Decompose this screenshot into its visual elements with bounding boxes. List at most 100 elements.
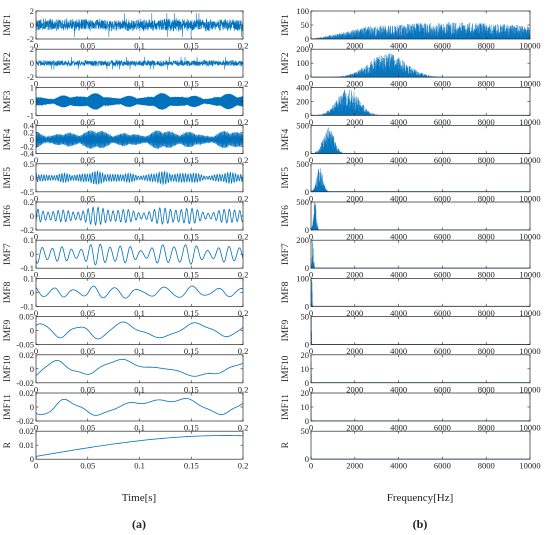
x-tick-label: 0 <box>34 270 38 280</box>
spectrum-imf5 <box>311 168 530 192</box>
x-tick-label: 0.05 <box>80 193 95 203</box>
y-tick-label: 200 <box>296 96 309 106</box>
y-tick-label: 0 <box>305 72 309 82</box>
x-tick-label: 0.1 <box>134 117 145 127</box>
y-tick-label: 0 <box>305 149 309 159</box>
x-tick-label: 0.2 <box>238 308 249 318</box>
x-tick-label: 0 <box>34 384 38 394</box>
x-tick-label: 0 <box>34 308 38 318</box>
x-tick-label: 0.1 <box>134 79 145 89</box>
y-tick-label: 0 <box>305 454 309 464</box>
x-tick-label: 6000 <box>434 270 451 280</box>
x-tick-label: 0.05 <box>80 41 95 51</box>
x-tick-label: 0.1 <box>134 155 145 165</box>
panel-label-b: (b) <box>413 517 428 531</box>
x-tick-label: 0.05 <box>80 79 95 89</box>
series-label-imf11: IMF11 <box>3 394 13 420</box>
series-label-imf3: IMF3 <box>281 90 291 112</box>
y-tick-label: 0 <box>305 340 309 350</box>
x-tick-label: 10000 <box>519 193 540 203</box>
spectrum-imf4 <box>311 127 530 154</box>
y-tick-label: 100 <box>296 58 309 68</box>
subplot-frame <box>310 316 531 345</box>
x-tick-label: 4000 <box>390 155 407 165</box>
y-tick-label: 0 <box>305 225 309 235</box>
series-label-imf8: IMF8 <box>3 281 13 303</box>
x-tick-label: 2000 <box>346 193 363 203</box>
x-tick-label: 6000 <box>434 41 451 51</box>
subplot-b-imf9: 0 50 0 2000 4000 6000 8000 10000 IMF9 <box>281 312 541 357</box>
series-label-imf5: IMF5 <box>281 167 291 189</box>
series-label-imf7: IMF7 <box>281 243 291 265</box>
x-tick-label: 6000 <box>434 117 451 127</box>
x-tick-label: 0.1 <box>134 308 145 318</box>
x-tick-label: 8000 <box>478 384 495 394</box>
series-label-imf1: IMF1 <box>3 14 13 36</box>
x-tick-label: 0.15 <box>184 346 199 356</box>
y-tick-label: 200 <box>296 44 309 54</box>
subplot-frame <box>310 125 531 154</box>
spectrum-imf7 <box>311 240 530 269</box>
x-tick-label: 0.05 <box>80 308 95 318</box>
y-tick-label: 0.5 <box>23 159 34 169</box>
x-tick-label: 8000 <box>478 193 495 203</box>
series-line-imf9 <box>36 321 243 340</box>
y-tick-label: 0 <box>30 20 34 30</box>
y-tick-label: -1 <box>27 110 34 120</box>
series-label-imf6: IMF6 <box>3 205 13 227</box>
x-tick-label: 0 <box>34 346 38 356</box>
series-line-imf5 <box>36 170 243 186</box>
y-tick-label: 20 <box>301 350 310 360</box>
x-tick-label: 4000 <box>390 346 407 356</box>
x-tick-label: 10000 <box>519 79 540 89</box>
x-tick-label: 0 <box>309 270 313 280</box>
subplot-frame <box>310 430 531 460</box>
y-tick-label: 200 <box>296 235 309 245</box>
x-tick-label: 0 <box>34 79 38 89</box>
y-tick-label: 0 <box>30 211 34 221</box>
series-label-imf4: IMF4 <box>3 129 13 151</box>
x-tick-label: 0.15 <box>184 461 199 471</box>
x-tick-label: 8000 <box>478 41 495 51</box>
x-tick-label: 2000 <box>346 41 363 51</box>
x-tick-label: 2000 <box>346 232 363 242</box>
subplot-a-r: 00.010.020 0.05 0.1 0.15 0.2R <box>3 426 248 471</box>
y-tick-label: -0.02 <box>16 416 34 426</box>
x-tick-label: 2000 <box>346 346 363 356</box>
x-tick-label: 0.05 <box>80 384 95 394</box>
subplot-frame <box>310 201 531 231</box>
x-tick-label: 0 <box>309 308 313 318</box>
y-tick-label: 10 <box>301 402 310 412</box>
x-tick-label: 2000 <box>346 117 363 127</box>
x-tick-label: 10000 <box>519 270 540 280</box>
x-tick-label: 6000 <box>434 308 451 318</box>
spectrum-imf3 <box>311 89 530 116</box>
y-tick-label: -0.4 <box>21 149 35 159</box>
x-tick-label: 4000 <box>390 461 407 471</box>
x-tick-label: 6000 <box>434 384 451 394</box>
series-line-r <box>36 435 243 457</box>
x-tick-label: 8000 <box>478 232 495 242</box>
x-tick-label: 4000 <box>390 270 407 280</box>
series-line-imf7 <box>36 243 243 266</box>
x-tick-label: 10000 <box>519 384 540 394</box>
series-line-imf10 <box>36 358 243 377</box>
x-tick-label: 4000 <box>390 193 407 203</box>
series-line-imf3 <box>36 93 243 111</box>
frequency-axis-label: Frequency[Hz] <box>387 492 454 504</box>
x-tick-label: 0.15 <box>184 155 199 165</box>
spectrum-imf10 <box>311 361 530 383</box>
y-tick-label: 0 <box>305 416 309 426</box>
x-tick-label: 0 <box>34 232 38 242</box>
